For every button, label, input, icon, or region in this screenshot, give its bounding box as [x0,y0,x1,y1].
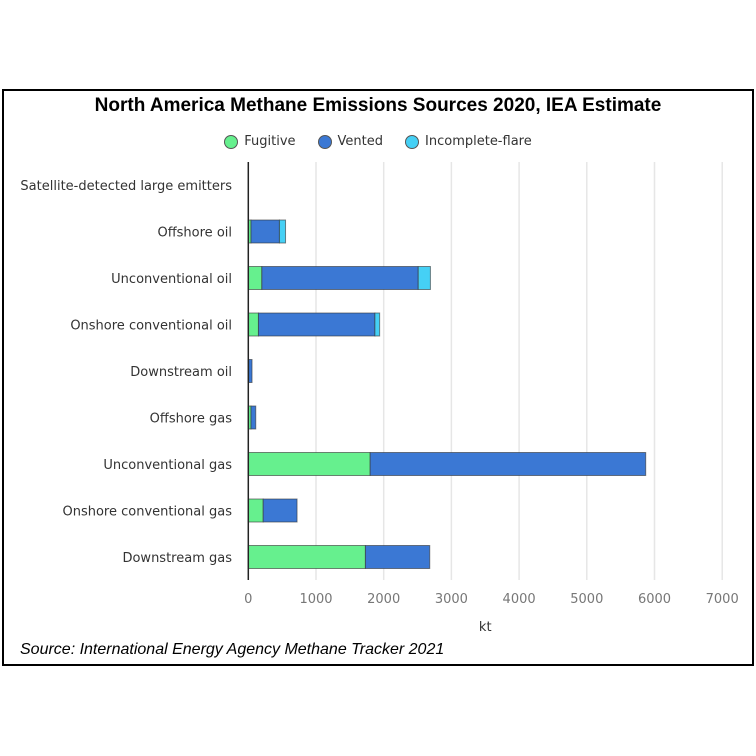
legend-label: Fugitive [244,134,296,149]
category-label: Onshore conventional oil [70,319,232,334]
chart-title: North America Methane Emissions Sources … [94,95,662,116]
category-label: Satellite-detected large emitters [20,179,232,194]
legend-swatch-incomplete-flare [405,134,420,149]
bar-segment-vented [248,359,253,383]
legend: Fugitive Vented Incomplete-flare [0,134,756,149]
category-label: Offshore gas [150,412,233,427]
category-label: Unconventional oil [111,272,232,287]
bar-segment-vented [262,498,298,523]
bar-segment-vented [369,452,647,476]
x-tick-label: 6000 [638,592,671,607]
category-label: Downstream oil [130,365,232,380]
bar-segment-vented [257,312,376,337]
bar-segment-vented [250,405,257,430]
category-label: Downstream gas [122,551,232,566]
category-label: Offshore oil [157,226,232,241]
x-tick-label: 1000 [299,592,332,607]
x-tick-label: 3000 [435,592,468,607]
category-label: Onshore conventional gas [62,505,232,520]
category-label: Unconventional gas [103,458,232,473]
legend-swatch-vented [317,134,332,149]
x-axis-label: kt [479,620,492,635]
legend-label: Vented [337,134,384,149]
x-tick-label: 5000 [570,592,603,607]
legend-item-vented[interactable]: Vented [317,134,384,149]
x-tick-label: 2000 [367,592,400,607]
bar-segment-fugitive [247,312,259,337]
bar-segment-fugitive [247,498,264,523]
legend-label: Incomplete-flare [425,134,532,149]
bar-segment-fugitive [247,452,371,476]
legend-item-incomplete-flare[interactable]: Incomplete-flare [405,134,532,149]
x-tick-label: 0 [244,592,252,607]
bar-segment-vented [261,266,419,290]
legend-swatch-fugitive [224,134,239,149]
x-tick-label: 7000 [706,592,739,607]
bar-segment-fugitive [247,266,263,290]
chart-frame [2,89,754,666]
source-note: Source: International Energy Agency Meth… [20,641,445,658]
bar-segment-incomplete-flare [417,266,431,290]
bar-segment-incomplete-flare [278,219,287,244]
bar-segment-vented [250,219,280,244]
bar-segment-fugitive [247,545,366,569]
bar-segment-incomplete-flare [374,312,381,337]
x-tick-label: 4000 [503,592,536,607]
bar-segment-vented [364,545,431,569]
legend-item-fugitive[interactable]: Fugitive [224,134,296,149]
